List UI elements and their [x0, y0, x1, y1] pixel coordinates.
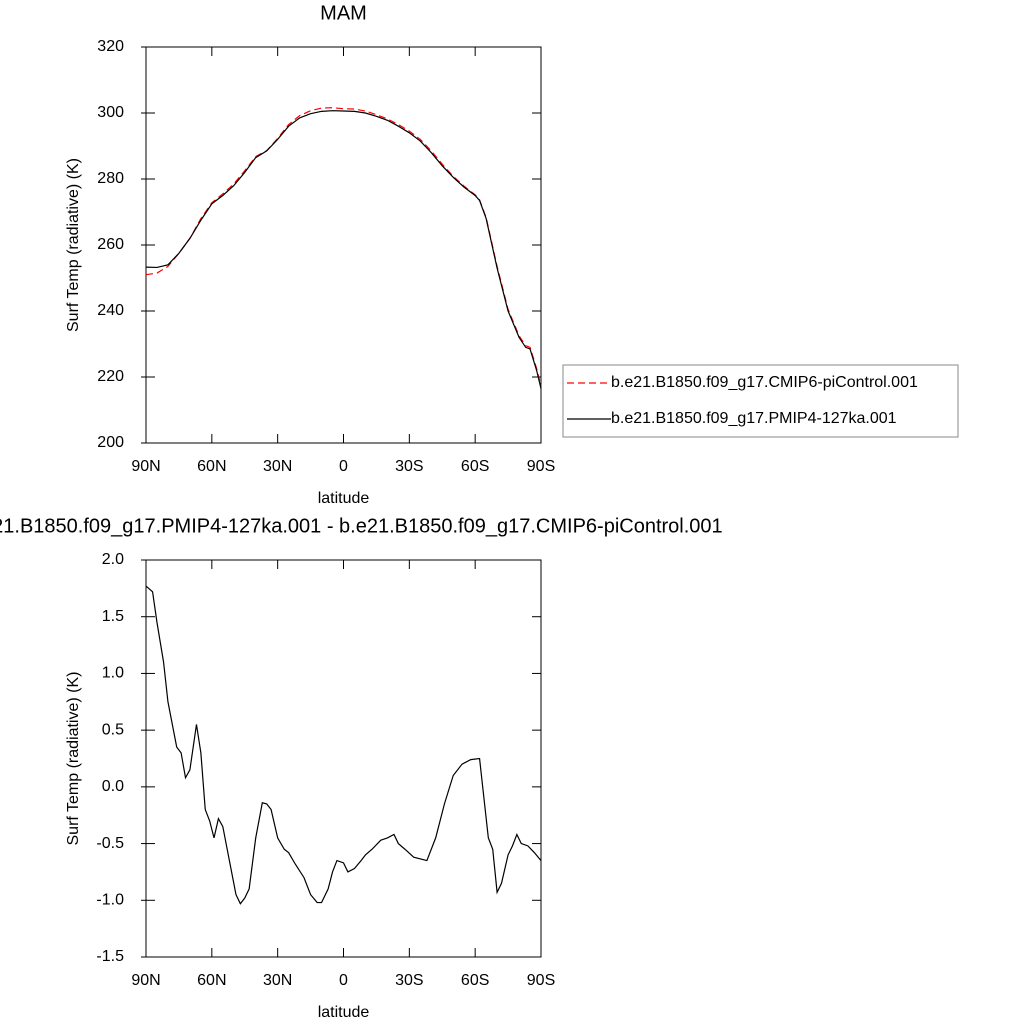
x-tick-label: 30S: [395, 972, 423, 989]
y-tick-label: 220: [97, 368, 124, 385]
data-line: [145, 110, 542, 389]
legend-label: b.e21.B1850.f09_g17.PMIP4-127ka.001: [611, 410, 897, 427]
x-tick-label: 30S: [395, 458, 423, 475]
x-axis-label: latitude: [318, 1004, 370, 1021]
x-tick-label: 30N: [263, 458, 292, 475]
y-tick-label: 1.5: [102, 608, 124, 625]
y-tick-label: -0.5: [96, 835, 124, 852]
legend-box: [562, 364, 959, 438]
plot-frame: [145, 559, 542, 958]
x-axis-label: latitude: [318, 490, 370, 507]
y-tick-label: 0.0: [102, 778, 124, 795]
x-tick-label: 60S: [461, 972, 489, 989]
x-tick-label: 60N: [197, 972, 226, 989]
x-tick-label: 90S: [527, 458, 555, 475]
y-tick-label: 0.5: [102, 721, 124, 738]
y-tick-label: 240: [97, 302, 124, 319]
x-tick-label: 0: [339, 972, 348, 989]
y-tick-label: -1.0: [96, 892, 124, 909]
x-tick-label: 60N: [197, 458, 226, 475]
x-tick-label: 30N: [263, 972, 292, 989]
x-tick-label: 0: [339, 458, 348, 475]
y-tick-label: 1.0: [102, 665, 124, 682]
x-tick-label: 90N: [131, 972, 160, 989]
chart-title: b.e21.B1850.f09_g17.PMIP4-127ka.001 - b.…: [0, 515, 723, 537]
data-line: [145, 107, 542, 387]
y-tick-label: -1.5: [96, 948, 124, 965]
x-tick-label: 90S: [527, 972, 555, 989]
y-tick-label: 280: [97, 170, 124, 187]
y-tick-label: 260: [97, 236, 124, 253]
plot-frame: [145, 46, 542, 444]
x-tick-label: 60S: [461, 458, 489, 475]
chart-title: MAM: [320, 2, 367, 24]
y-tick-label: 300: [97, 104, 124, 121]
x-tick-label: 90N: [131, 458, 160, 475]
data-line: [145, 585, 542, 905]
legend-label: b.e21.B1850.f09_g17.CMIP6-piControl.001: [611, 374, 918, 391]
y-tick-label: 2.0: [102, 551, 124, 568]
y-tick-label: 320: [97, 38, 124, 55]
y-tick-label: 200: [97, 434, 124, 451]
y-axis-label: Surf Temp (radiative) (K): [65, 672, 82, 846]
y-axis-label: Surf Temp (radiative) (K): [65, 158, 82, 332]
